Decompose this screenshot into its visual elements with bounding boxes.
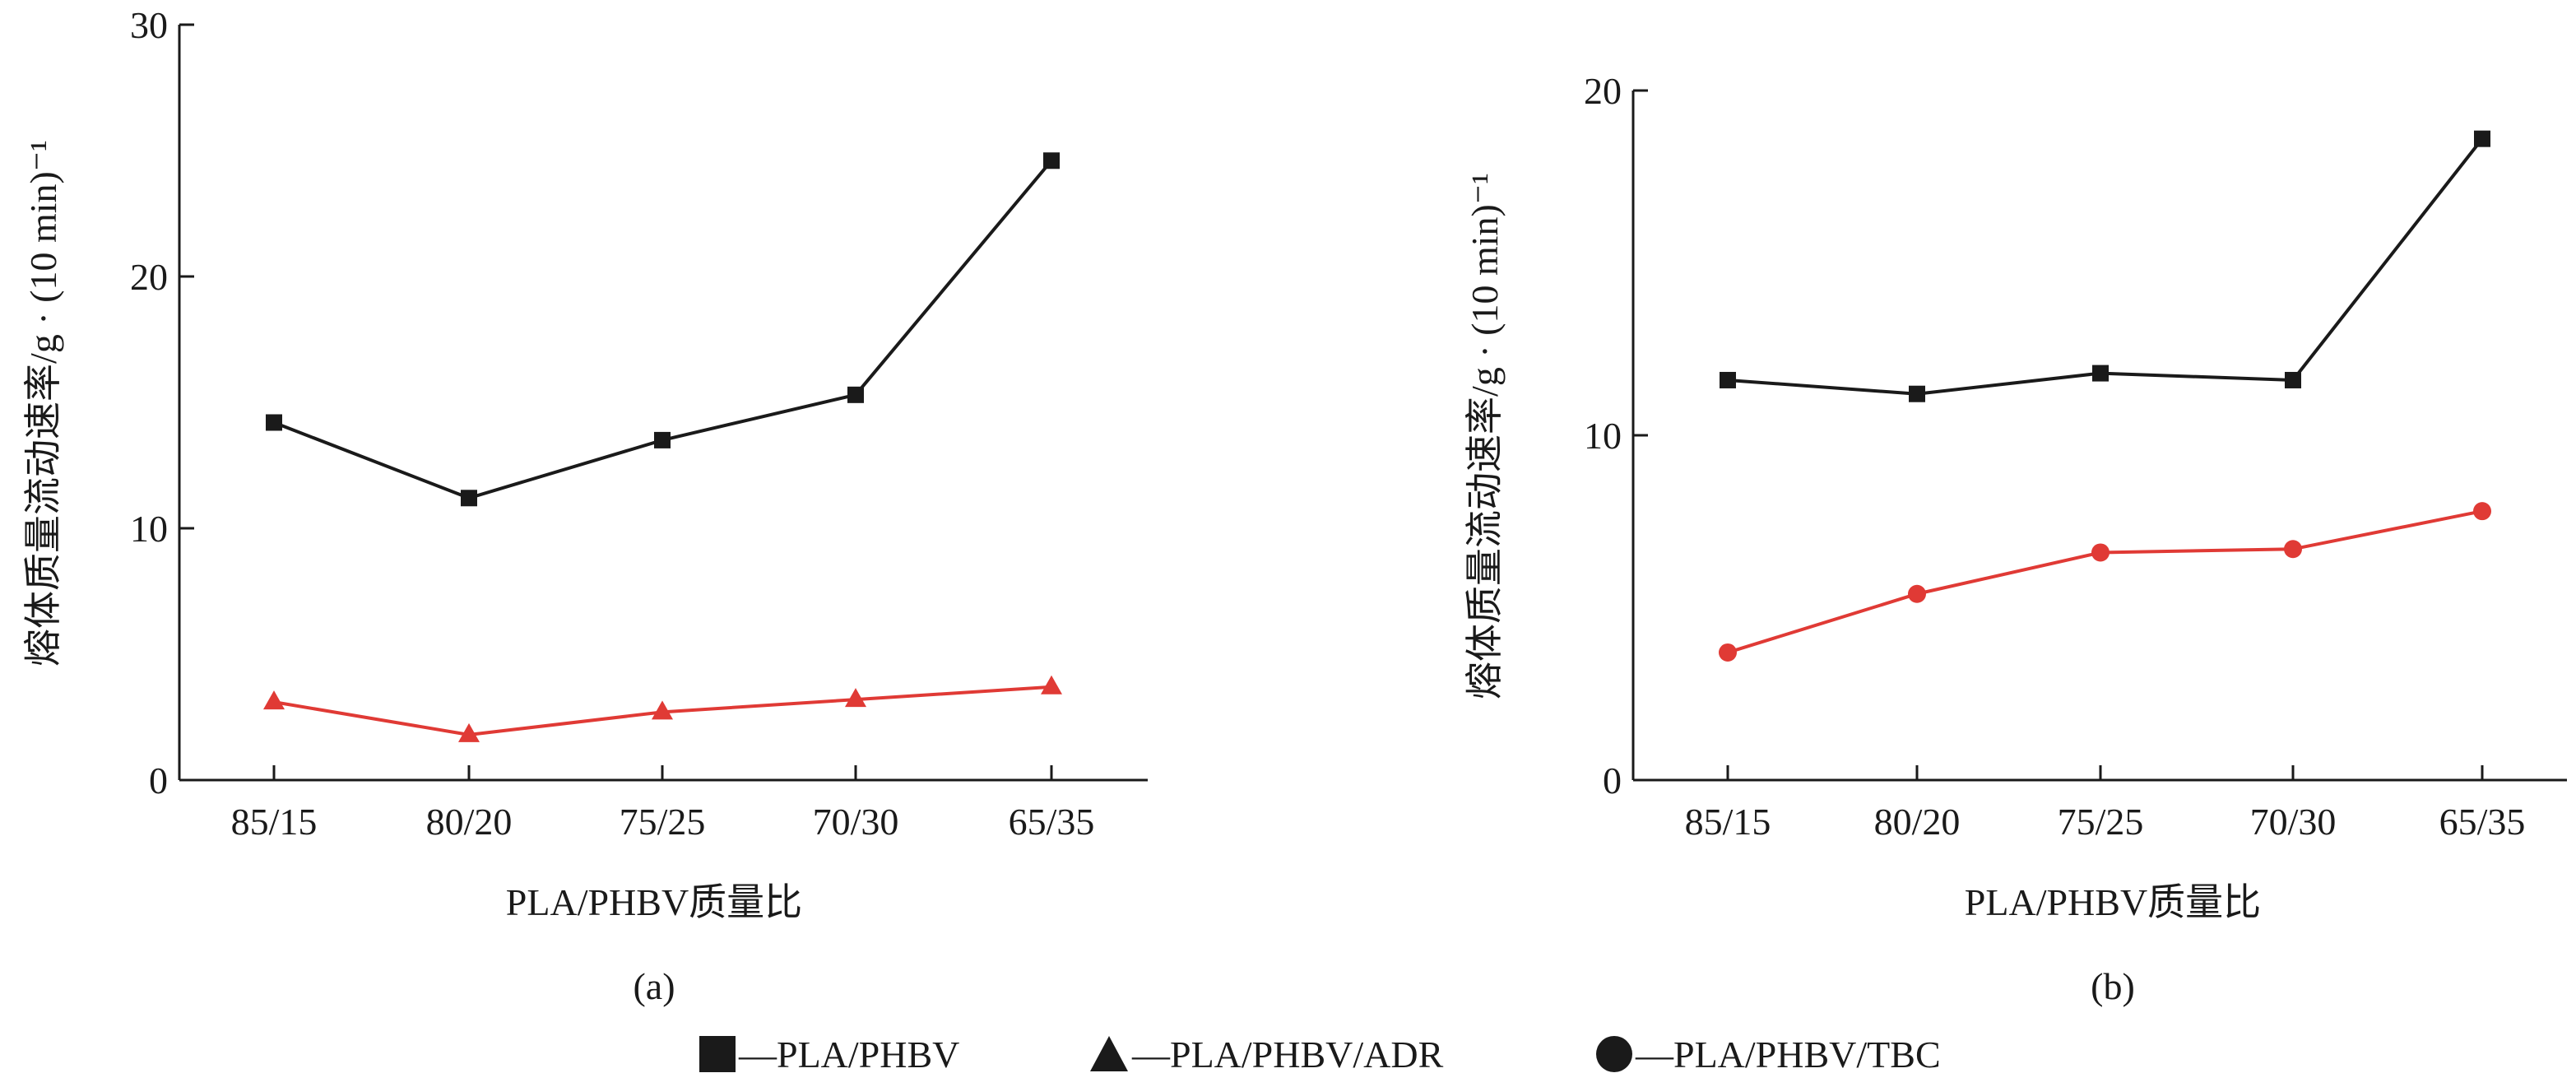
series-line bbox=[1727, 137, 2484, 396]
legend-label: —PLA/PHBV/TBC bbox=[1635, 1034, 1941, 1075]
legend-item-pla-phbv: —PLA/PHBV bbox=[699, 1034, 959, 1075]
legend-item-pla-phbv-adr: —PLA/PHBV/ADR bbox=[1090, 1034, 1444, 1075]
legend: —PLA/PHBV —PLA/PHBV/ADR —PLA/PHBV/TBC bbox=[699, 1034, 1941, 1075]
data-point-square bbox=[847, 386, 864, 403]
data-point-square bbox=[461, 490, 477, 507]
data-point-triangle bbox=[845, 688, 866, 708]
ticks-a: 0 10 20 30 85/15 80/20 75/25 70/30 65/35 bbox=[130, 4, 1094, 843]
data-point-circle bbox=[2473, 502, 2491, 521]
data-point-square bbox=[654, 431, 671, 448]
data-point-square bbox=[2285, 371, 2301, 388]
x-tick-label: 85/15 bbox=[1685, 801, 1771, 843]
panel-label-a: (a) bbox=[633, 965, 675, 1007]
series-b bbox=[1719, 130, 2491, 662]
series-a bbox=[263, 152, 1062, 742]
data-point-triangle bbox=[263, 690, 285, 710]
y-tick-label: 10 bbox=[130, 508, 168, 550]
data-point-circle bbox=[1719, 643, 1737, 662]
x-tick-label: 70/30 bbox=[2250, 801, 2337, 843]
x-tick-label: 80/20 bbox=[1874, 801, 1961, 843]
panel-a: 0 10 20 30 85/15 80/20 75/25 70/30 65/35 PLA/PHB… bbox=[22, 4, 1148, 1007]
series-line bbox=[1727, 509, 2483, 654]
data-point-square bbox=[2092, 365, 2109, 382]
y-tick-label: 10 bbox=[1584, 415, 1622, 457]
data-point-square bbox=[1043, 152, 1060, 170]
x-tick-label: 70/30 bbox=[813, 801, 899, 843]
data-point-circle bbox=[1908, 584, 1926, 603]
data-point-square bbox=[2474, 130, 2490, 147]
legend-circle-marker bbox=[1596, 1036, 1632, 1072]
y-tick-label: 20 bbox=[130, 256, 168, 298]
legend-label: —PLA/PHBV/ADR bbox=[1131, 1034, 1444, 1075]
data-point-circle bbox=[2284, 540, 2302, 559]
legend-item-pla-phbv-tbc: —PLA/PHBV/TBC bbox=[1596, 1034, 1941, 1075]
x-tick-label: 80/20 bbox=[426, 801, 513, 843]
data-point-circle bbox=[2091, 543, 2110, 562]
panel-b: 0 10 20 85/15 80/20 75/25 70/30 65/35 PLA/PHBV质… bbox=[1464, 70, 2567, 1007]
data-point-square bbox=[266, 414, 282, 431]
x-tick-label: 65/35 bbox=[1009, 801, 1095, 843]
data-point-triangle bbox=[652, 700, 673, 720]
legend-triangle-marker bbox=[1090, 1036, 1128, 1071]
panel-label-b: (b) bbox=[2091, 965, 2135, 1007]
x-tick-label: 75/25 bbox=[2058, 801, 2144, 843]
y-axis-title-a: 熔体质量流动速率/g · (10 min)⁻¹ bbox=[22, 140, 64, 667]
data-point-triangle bbox=[1041, 675, 1062, 694]
x-tick-label: 65/35 bbox=[2439, 801, 2526, 843]
y-tick-label: 30 bbox=[130, 4, 168, 46]
data-point-square bbox=[1909, 385, 1925, 402]
data-point-triangle bbox=[458, 722, 480, 742]
x-tick-label: 85/15 bbox=[231, 801, 318, 843]
y-tick-label: 0 bbox=[1603, 760, 1622, 801]
y-axis-title-b: 熔体质量流动速率/g · (10 min)⁻¹ bbox=[1464, 173, 1506, 699]
x-axis-title-a: PLA/PHBV质量比 bbox=[506, 881, 802, 923]
ticks-b: 0 10 20 85/15 80/20 75/25 70/30 65/35 bbox=[1584, 70, 2525, 843]
y-tick-label: 0 bbox=[149, 760, 168, 801]
x-axis-title-b: PLA/PHBV质量比 bbox=[1965, 881, 2261, 923]
y-tick-label: 20 bbox=[1584, 70, 1622, 112]
data-point-square bbox=[1720, 371, 1736, 388]
legend-square-marker bbox=[699, 1036, 736, 1072]
x-tick-label: 75/25 bbox=[620, 801, 706, 843]
legend-label: —PLA/PHBV bbox=[738, 1034, 959, 1075]
